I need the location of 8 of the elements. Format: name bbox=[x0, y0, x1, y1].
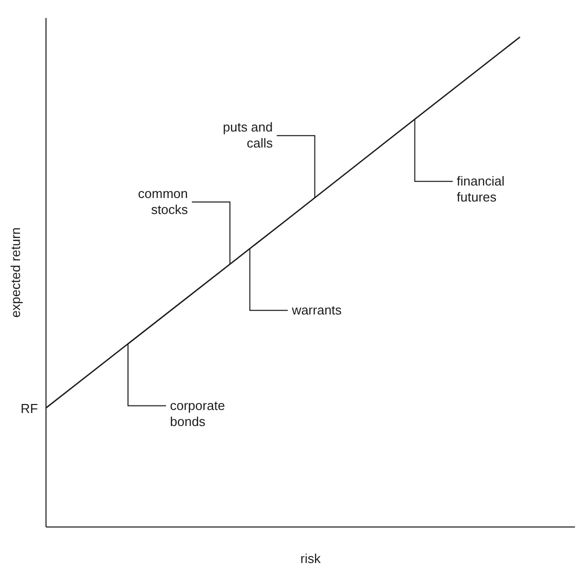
annotation: common stocks bbox=[138, 186, 188, 218]
text: RF bbox=[20, 400, 38, 416]
annotation: warrants bbox=[290, 302, 342, 318]
x-axis-title: risk bbox=[300, 551, 322, 566]
annotation: puts and calls bbox=[222, 120, 274, 151]
y-axis-title: expected return bbox=[8, 227, 23, 318]
annotation: financial futures bbox=[456, 173, 505, 204]
annotation: corporate bonds bbox=[170, 398, 225, 429]
